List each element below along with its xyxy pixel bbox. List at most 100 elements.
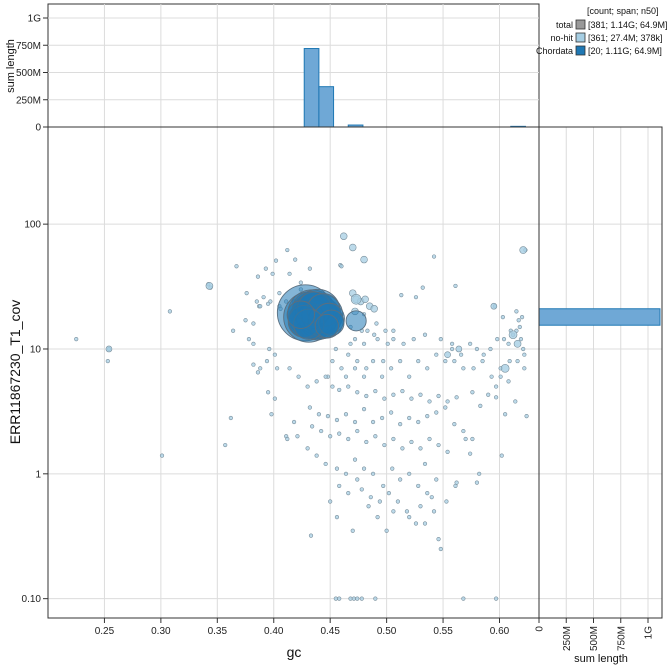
- legend-title: [count; span; n50]: [587, 6, 659, 16]
- no-hit-point: [370, 419, 376, 425]
- no-hit-point: [105, 358, 110, 364]
- no-hit-point: [385, 341, 390, 346]
- no-hit-point: [443, 358, 448, 364]
- no-hit-point: [272, 396, 277, 401]
- no-hit-point: [352, 457, 358, 462]
- no-hit-point: [490, 302, 498, 310]
- scatter-y-tick-label: 100: [24, 220, 41, 231]
- no-hit-point: [370, 358, 376, 364]
- no-hit-point: [361, 295, 369, 304]
- legend-swatch-no-hit: [575, 32, 586, 43]
- top-histogram-y-axis-title: sum length: [5, 39, 17, 93]
- no-hit-point: [517, 324, 522, 330]
- no-hit-point: [400, 446, 405, 451]
- no-hit-point: [352, 366, 358, 371]
- no-hit-point: [348, 341, 353, 346]
- no-hit-point: [506, 379, 511, 384]
- no-hit-point: [370, 305, 378, 313]
- no-hit-point: [418, 446, 423, 451]
- no-hit-point: [307, 266, 312, 271]
- no-hit-point: [365, 328, 370, 333]
- scatter-x-tick-label: 0.40: [264, 626, 284, 637]
- no-hit-point: [368, 495, 373, 500]
- no-hit-point: [337, 387, 342, 393]
- no-hit-point: [370, 471, 376, 476]
- no-hit-point: [366, 504, 371, 509]
- no-hit-point: [361, 374, 367, 379]
- no-hit-point: [251, 341, 256, 346]
- no-hit-point: [386, 491, 391, 496]
- scatter-grid: [48, 127, 539, 618]
- no-hit-point: [295, 434, 300, 439]
- no-hit-point: [404, 509, 410, 514]
- no-hit-point: [436, 393, 441, 399]
- no-hit-point: [74, 336, 79, 342]
- no-hit-point: [391, 328, 396, 333]
- no-hit-point: [355, 390, 360, 395]
- no-hit-point: [375, 336, 380, 342]
- no-hit-point: [413, 521, 419, 526]
- no-hit-point: [361, 466, 367, 471]
- no-hit-point: [513, 340, 522, 348]
- no-hit-point: [425, 491, 430, 496]
- no-hit-point: [272, 352, 277, 357]
- no-hit-point: [478, 403, 483, 409]
- no-hit-point: [277, 291, 282, 296]
- no-hit-point: [359, 487, 364, 492]
- no-hit-point: [270, 271, 275, 276]
- no-hit-point: [434, 352, 439, 357]
- legend-label-total: total: [556, 20, 573, 30]
- no-hit-point: [228, 415, 233, 421]
- no-hit-point: [389, 366, 394, 371]
- no-hit-point: [382, 396, 387, 401]
- no-hit-point: [330, 358, 335, 364]
- scatter-panel: 0.25 0.30 0.35 0.40 0.45 0.50 0.55 0.60 0.10 1 10…: [7, 126, 540, 660]
- scatter-x-tick-label: 0.60: [490, 626, 510, 637]
- no-hit-point: [463, 436, 468, 442]
- no-hit-point: [285, 436, 290, 442]
- no-hit-point: [444, 351, 451, 358]
- no-hit-point: [328, 499, 333, 504]
- no-hit-point: [343, 471, 349, 476]
- no-hit-point: [373, 596, 378, 601]
- no-hit-point: [343, 374, 349, 379]
- no-hit-point: [381, 483, 386, 489]
- no-hit-point: [373, 388, 378, 394]
- no-hit-point: [269, 412, 274, 417]
- no-hit-point: [489, 374, 494, 379]
- top-histogram-y-tick-label: 750M: [16, 41, 41, 52]
- top-histogram-y-tick-label: 500M: [16, 68, 41, 79]
- no-hit-point: [391, 392, 396, 397]
- no-hit-point: [400, 388, 405, 394]
- no-hit-point: [409, 396, 414, 401]
- no-hit-point: [375, 515, 380, 520]
- no-hit-point: [334, 417, 340, 423]
- no-hit-point: [350, 294, 362, 305]
- no-hit-point: [399, 293, 404, 298]
- right-histogram-x-tick-label: 500M: [589, 626, 600, 651]
- no-hit-point: [398, 477, 403, 482]
- no-hit-point: [416, 419, 421, 425]
- no-hit-point: [453, 283, 458, 289]
- no-hit-point: [389, 410, 394, 415]
- no-hit-point: [500, 364, 510, 373]
- no-hit-point: [352, 336, 358, 342]
- no-hit-point: [468, 341, 473, 346]
- top-histogram-y-tick-label: 1G: [28, 14, 42, 25]
- scatter-x-tick-label: 0.25: [95, 626, 115, 637]
- no-hit-point: [494, 384, 499, 389]
- legend-value-chordata: [20; 1.11G; 64.9M]: [588, 46, 662, 56]
- top-histogram-y-tick-label: 250M: [16, 95, 41, 106]
- no-hit-point: [308, 533, 314, 538]
- no-hit-point: [264, 358, 270, 364]
- legend-background: [541, 5, 663, 59]
- no-hit-point: [436, 442, 441, 448]
- legend-swatch-chordata: [575, 45, 586, 56]
- no-hit-point: [159, 453, 165, 458]
- no-hit-point: [314, 379, 319, 384]
- no-hit-point: [350, 528, 355, 533]
- legend-value-total: [381; 1.14G; 64.9M]: [588, 20, 668, 30]
- scatter-frame: [47, 126, 540, 619]
- no-hit-point: [420, 285, 425, 290]
- top-histogram-y-ticks: 0 250M 500M 750M 1G: [16, 14, 48, 134]
